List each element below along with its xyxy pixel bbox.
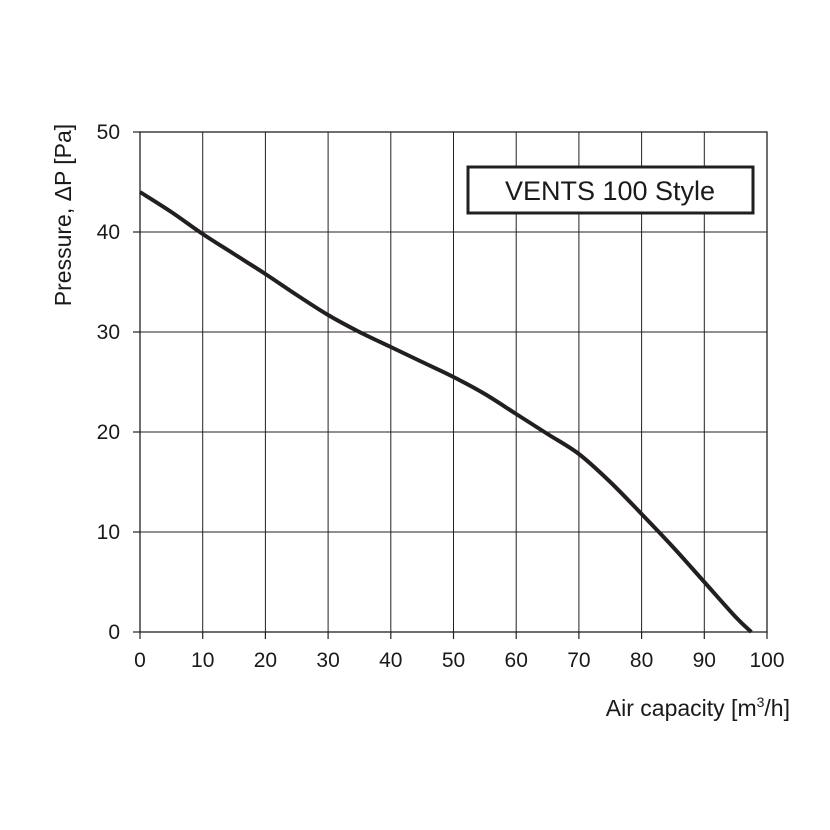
x-tick-label: 70 — [567, 649, 590, 672]
legend-label: VENTS 100 Style — [505, 176, 715, 206]
y-tick-label: 20 — [97, 421, 120, 444]
y-tick-label: 40 — [97, 221, 120, 244]
x-tick-label: 40 — [379, 649, 402, 672]
y-tick-label: 10 — [97, 521, 120, 544]
x-tick-label: 0 — [134, 649, 146, 672]
x-tick-label: 20 — [254, 649, 277, 672]
x-tick-label: 100 — [749, 649, 784, 672]
x-tick-label: 50 — [442, 649, 465, 672]
y-axis-ticks: 0 10 20 30 40 50 — [97, 121, 140, 644]
x-axis-ticks: 0 10 20 30 40 50 60 70 80 90 100 — [134, 632, 785, 672]
x-tick-label: 90 — [693, 649, 716, 672]
series-layer — [138, 190, 753, 634]
legend-box — [466, 165, 755, 215]
y-tick-label: 0 — [108, 621, 120, 644]
x-axis-title: Air capacity [m3/h] — [606, 694, 790, 721]
series-line-0 — [138, 190, 753, 634]
y-axis-title: Pressure, ΔP [Pa] — [50, 124, 76, 306]
y-tick-label: 50 — [97, 121, 120, 144]
legend: VENTS 100 Style — [466, 165, 755, 215]
x-tick-label: 60 — [505, 649, 528, 672]
y-tick-label: 30 — [97, 321, 120, 344]
x-tick-label: 30 — [316, 649, 339, 672]
x-tick-label: 10 — [191, 649, 214, 672]
x-tick-label: 80 — [630, 649, 653, 672]
